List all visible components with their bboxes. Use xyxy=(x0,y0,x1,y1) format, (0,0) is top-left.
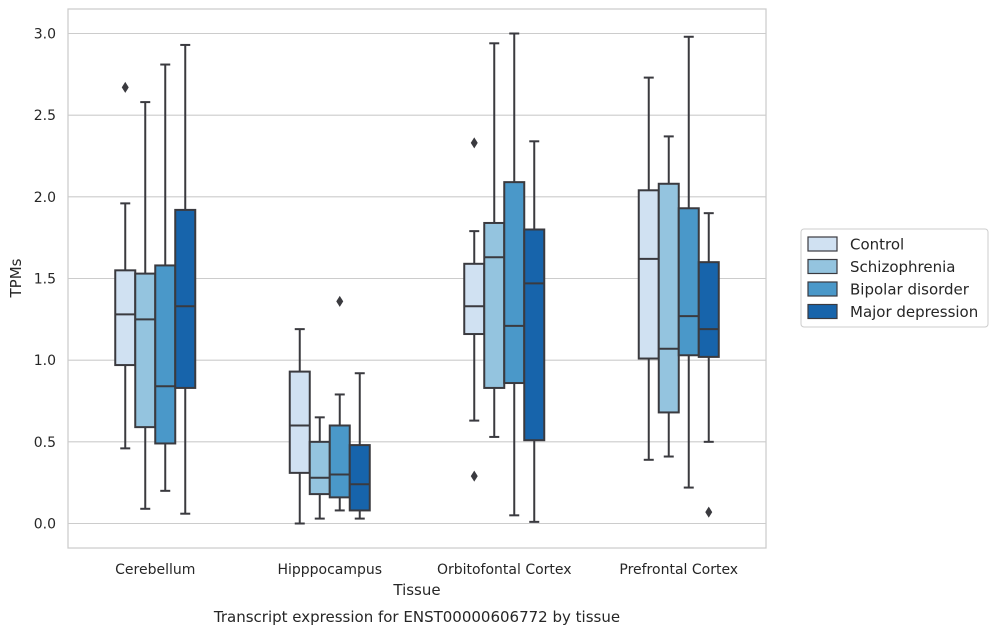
outlier-point xyxy=(470,137,478,149)
box-group xyxy=(483,42,506,438)
legend-swatch xyxy=(807,303,838,320)
chart-caption: Transcript expression for ENST0000060677… xyxy=(213,608,620,626)
y-tick-label: 2.5 xyxy=(34,108,56,124)
box-iqr xyxy=(328,424,351,499)
box-iqr xyxy=(523,228,546,442)
box-group xyxy=(697,212,720,518)
box-iqr xyxy=(463,262,486,336)
x-tick-label: Prefrontal Cortex xyxy=(619,562,738,578)
outlier-point xyxy=(121,81,129,93)
legend-items: Control Schizophrenia Bipolar disorder Majo… xyxy=(807,236,978,321)
box-iqr xyxy=(657,182,680,414)
legend: Control Schizophrenia Bipolar disorder Majo… xyxy=(800,228,989,328)
box-group xyxy=(154,63,177,492)
x-tick-label: Hipppocampus xyxy=(277,562,382,578)
box-group xyxy=(114,81,137,450)
box-iqr xyxy=(134,272,157,429)
box-iqr xyxy=(348,444,371,512)
legend-label: Bipolar disorder xyxy=(850,281,970,299)
box-iqr xyxy=(637,189,660,360)
legend-swatch xyxy=(807,258,838,275)
outlier-point xyxy=(705,506,713,518)
y-tick-label: 0.5 xyxy=(34,435,56,451)
box-iqr xyxy=(677,207,700,357)
y-tick-label: 1.0 xyxy=(34,353,56,369)
legend-label: Schizophrenia xyxy=(850,258,955,276)
x-axis-title: Tissue xyxy=(392,581,440,599)
box-iqr xyxy=(697,261,720,358)
box-iqr xyxy=(483,221,506,389)
y-axis-title: TPMs xyxy=(7,258,25,298)
legend-swatch xyxy=(807,236,838,252)
box-group xyxy=(523,140,546,523)
y-tick-label: 2.0 xyxy=(34,190,56,206)
box-group xyxy=(174,43,197,515)
box-iqr xyxy=(288,370,311,474)
box-group xyxy=(328,295,351,512)
y-tick-labels: 0.0 0.5 1.0 1.5 2.0 2.5 3.0 xyxy=(34,27,56,533)
box-iqr xyxy=(154,264,177,445)
legend-label: Major depression xyxy=(850,303,978,321)
x-tick-label: Cerebellum xyxy=(115,562,195,578)
box-group xyxy=(637,76,660,461)
box-iqr xyxy=(503,181,526,385)
box-group xyxy=(657,135,680,458)
legend-label: Control xyxy=(850,236,904,254)
box-iqr xyxy=(174,208,197,389)
box-group xyxy=(308,416,331,520)
y-tick-label: 0.0 xyxy=(34,517,56,533)
box-group xyxy=(677,35,700,489)
box-group xyxy=(134,101,157,510)
y-tick-label: 3.0 xyxy=(34,27,56,43)
box-group xyxy=(288,328,311,525)
box-iqr xyxy=(114,269,137,367)
box-group xyxy=(503,32,526,517)
box-group xyxy=(463,137,486,482)
plot-frame xyxy=(67,8,767,549)
legend-frame xyxy=(800,228,989,328)
outlier-point xyxy=(336,295,344,307)
outlier-point xyxy=(470,470,478,482)
x-tick-labels: Cerebellum Hipppocampus Orbitofontal Corte… xyxy=(115,562,738,578)
box-layer xyxy=(114,32,720,525)
box-group xyxy=(348,372,371,520)
x-tick-label: Orbitofontal Cortex xyxy=(437,562,572,578)
y-tick-label: 1.5 xyxy=(34,272,56,288)
box-iqr xyxy=(308,440,331,496)
legend-swatch xyxy=(807,281,838,297)
